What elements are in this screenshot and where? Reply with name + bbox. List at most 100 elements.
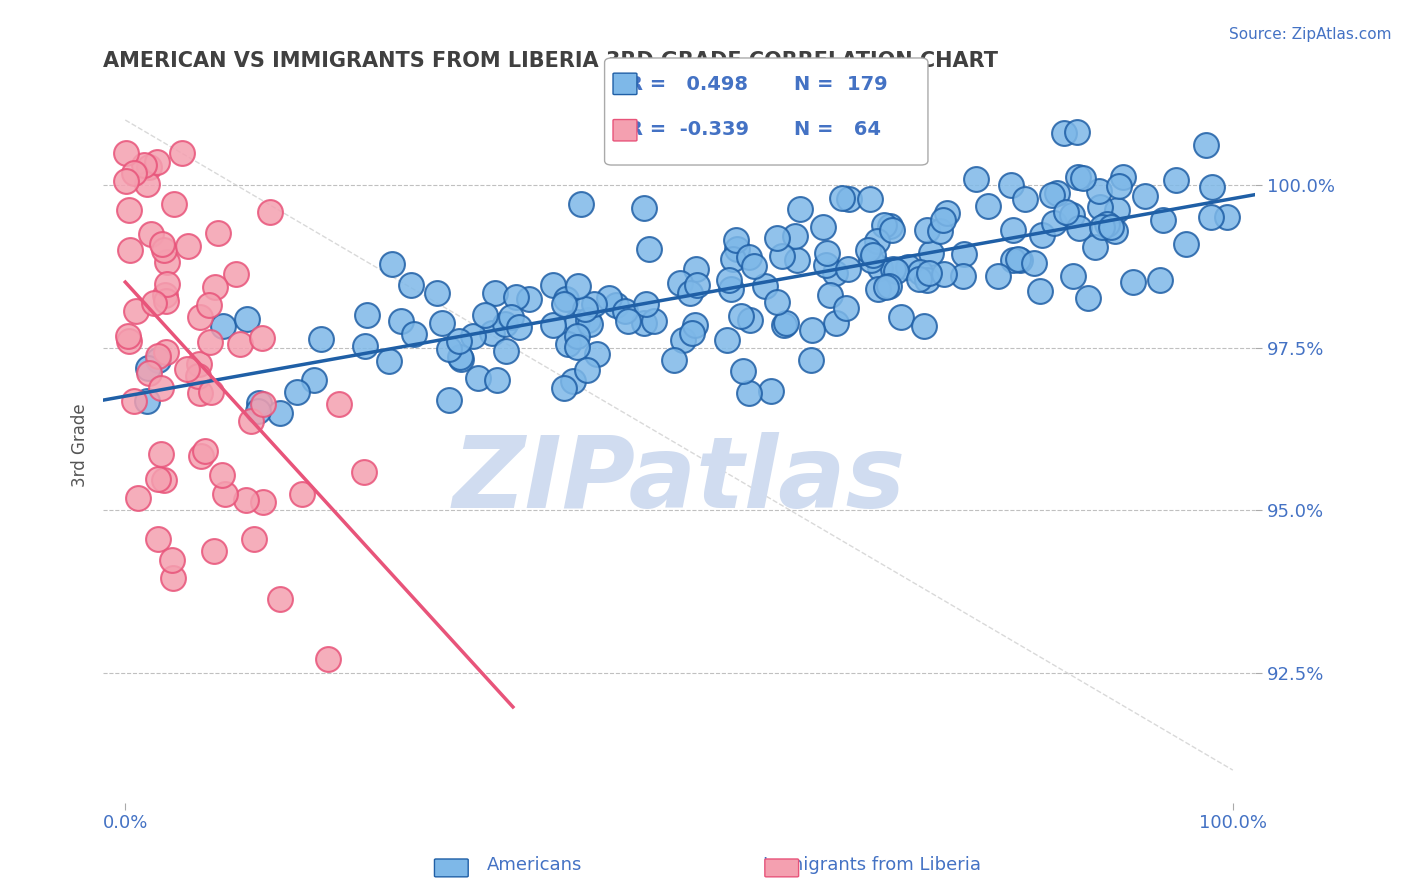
Point <box>557 337 579 351</box>
Point <box>882 262 904 277</box>
Point <box>138 160 160 174</box>
Point <box>150 236 173 251</box>
Point <box>1112 170 1135 185</box>
Point <box>269 592 291 607</box>
Point <box>1054 204 1077 219</box>
Point <box>149 447 172 461</box>
Point <box>432 316 454 330</box>
Point <box>146 349 169 363</box>
Point <box>389 314 412 328</box>
Point <box>1091 219 1114 234</box>
Point <box>862 248 884 262</box>
Point <box>614 304 637 318</box>
Point <box>730 309 752 323</box>
Point <box>1043 215 1066 229</box>
Point <box>1166 172 1188 186</box>
Point <box>907 272 929 286</box>
Point <box>127 491 149 505</box>
Point <box>426 285 449 300</box>
Point <box>1066 125 1088 139</box>
Point <box>789 202 811 216</box>
Point <box>481 326 503 341</box>
Point <box>770 249 793 263</box>
Point <box>820 288 842 302</box>
Text: N =   64: N = 64 <box>794 120 882 139</box>
Point <box>643 313 665 327</box>
Point <box>163 196 186 211</box>
Point <box>576 362 599 376</box>
Point <box>856 243 879 257</box>
Point <box>143 296 166 310</box>
Point <box>869 260 891 275</box>
Point <box>723 252 745 266</box>
Point <box>879 219 901 234</box>
Point <box>132 158 155 172</box>
Point <box>936 205 959 219</box>
Point <box>285 384 308 399</box>
Point <box>553 381 575 395</box>
Point <box>737 385 759 400</box>
Point <box>567 315 589 329</box>
Point <box>486 373 509 387</box>
Text: Americans: Americans <box>486 856 582 874</box>
Point <box>304 373 326 387</box>
Point <box>765 294 787 309</box>
Point <box>122 394 145 409</box>
Text: Immigrants from Liberia: Immigrants from Liberia <box>762 856 981 874</box>
Point <box>859 252 882 267</box>
Point <box>211 319 233 334</box>
Point <box>239 414 262 428</box>
Point <box>236 311 259 326</box>
Point <box>880 223 903 237</box>
Point <box>156 255 179 269</box>
Point <box>1122 275 1144 289</box>
Point <box>207 226 229 240</box>
Point <box>252 495 274 509</box>
Point <box>759 384 782 399</box>
Point <box>915 272 938 286</box>
Point <box>562 374 585 388</box>
Point <box>356 308 378 322</box>
Point <box>259 204 281 219</box>
Point <box>1099 220 1122 235</box>
Point <box>1088 200 1111 214</box>
Point <box>912 319 935 334</box>
Point <box>605 297 627 311</box>
Point <box>1031 227 1053 242</box>
Point <box>565 340 588 354</box>
Point <box>884 263 907 277</box>
Point <box>353 465 375 479</box>
Point <box>309 332 332 346</box>
Point <box>354 339 377 353</box>
Point <box>1095 217 1118 231</box>
Point <box>269 406 291 420</box>
Point <box>664 352 686 367</box>
Point <box>783 228 806 243</box>
Point <box>932 267 955 281</box>
Point <box>725 242 748 256</box>
Text: N =  179: N = 179 <box>794 75 889 95</box>
Point <box>198 298 221 312</box>
Point <box>766 230 789 244</box>
Point <box>114 145 136 160</box>
Point <box>450 352 472 367</box>
Point <box>685 262 707 277</box>
Point <box>801 323 824 337</box>
Point <box>437 392 460 407</box>
Point <box>188 310 211 324</box>
Point <box>1076 291 1098 305</box>
Point <box>1195 138 1218 153</box>
Point <box>117 334 139 348</box>
Point <box>250 331 273 345</box>
Point <box>1071 170 1094 185</box>
Point <box>866 234 889 248</box>
Point <box>579 317 602 331</box>
Point <box>176 362 198 376</box>
Point <box>637 242 659 256</box>
Point <box>135 394 157 409</box>
Point <box>517 292 540 306</box>
Point <box>1022 256 1045 270</box>
Point <box>686 277 709 292</box>
Point <box>146 532 169 546</box>
Point <box>146 472 169 486</box>
